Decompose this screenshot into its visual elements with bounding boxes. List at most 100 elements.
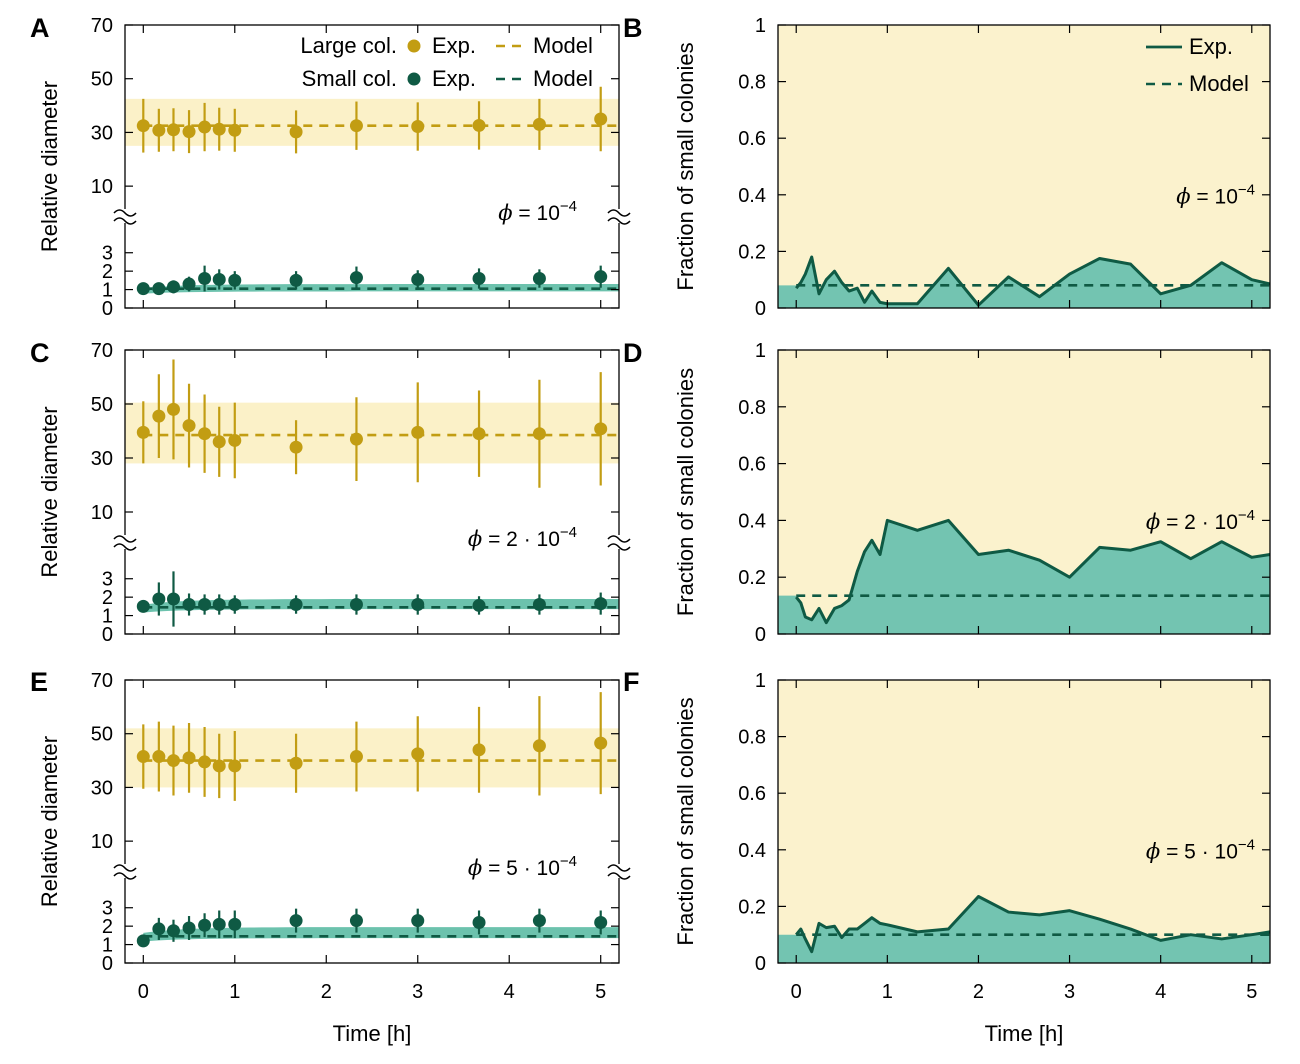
phi-exponent: −4 xyxy=(1238,836,1255,853)
y-axis-label: Relative diameter xyxy=(37,736,62,907)
small-point xyxy=(136,282,150,296)
y-tick-label: 30 xyxy=(91,777,113,799)
small-point xyxy=(594,915,608,929)
y-tick-label: 1 xyxy=(755,15,766,37)
y-tick-label: 2 xyxy=(102,587,113,609)
small-point xyxy=(532,598,546,612)
x-tick-label: 0 xyxy=(791,981,802,1003)
y-tick-label: 3 xyxy=(102,898,113,920)
small-point xyxy=(472,272,486,286)
phi-value: = 10 xyxy=(1191,185,1238,208)
y-tick-label: 2 xyxy=(102,261,113,283)
legend-series-label: Small col. xyxy=(302,66,397,91)
small-point xyxy=(472,598,486,612)
y-tick-label: 0.8 xyxy=(738,727,766,749)
axis-break-left-gap xyxy=(113,535,137,549)
large-point xyxy=(532,117,546,131)
plot-frame xyxy=(777,349,1271,635)
large-point xyxy=(166,123,180,137)
large-point xyxy=(198,427,212,441)
small-point xyxy=(198,272,212,286)
small-point xyxy=(411,598,425,612)
large-point xyxy=(532,427,546,441)
small-point xyxy=(289,914,303,928)
large-point xyxy=(349,119,363,133)
y-tick-label: 10 xyxy=(91,502,113,524)
large-point xyxy=(349,432,363,446)
large-point xyxy=(228,433,242,447)
small-point xyxy=(594,270,608,284)
small-point xyxy=(532,272,546,286)
large-fraction-background xyxy=(778,25,1270,308)
large-point xyxy=(166,402,180,416)
large-point xyxy=(411,747,425,761)
small-point xyxy=(182,598,196,612)
large-point xyxy=(166,754,180,768)
y-tick-label: 70 xyxy=(91,670,113,692)
phi-annotation: ϕ = 2 · 10−4 xyxy=(1146,507,1255,534)
legend: Exp. Model xyxy=(1146,34,1249,96)
large-point xyxy=(594,112,608,126)
large-point xyxy=(198,120,212,134)
small-point xyxy=(594,597,608,611)
small-point xyxy=(289,598,303,612)
large-point xyxy=(411,425,425,439)
panel-letter: B xyxy=(623,13,643,43)
small-model-band xyxy=(143,927,619,942)
large-point xyxy=(594,736,608,750)
large-point xyxy=(228,759,242,773)
small-point xyxy=(228,917,242,931)
y-tick-label: 0.4 xyxy=(738,185,766,207)
large-point xyxy=(411,120,425,134)
legend-series-label: Large col. xyxy=(300,33,397,58)
y-tick-label: 0.6 xyxy=(738,128,766,150)
plot-frame xyxy=(124,679,620,964)
phi-exponent: −4 xyxy=(1238,181,1255,198)
x-axis-label: Time [h] xyxy=(333,1021,412,1046)
small-point xyxy=(182,921,196,935)
y-tick-label: 0.4 xyxy=(738,840,766,862)
large-point xyxy=(152,123,166,137)
legend-model-label: Model xyxy=(1189,71,1249,96)
large-point xyxy=(182,751,196,765)
legend-exp-label: Exp. xyxy=(432,33,476,58)
y-tick-label: 0 xyxy=(755,953,766,975)
axis-break-right xyxy=(607,864,631,880)
y-tick-label: 0.4 xyxy=(738,510,766,532)
y-tick-label: 1 xyxy=(102,280,113,302)
legend-model-label: Model xyxy=(533,66,593,91)
large-point xyxy=(136,119,150,133)
plot-frame xyxy=(777,679,1271,964)
panel-letter: F xyxy=(623,667,640,697)
axis-break-left-gap xyxy=(113,209,137,223)
x-tick-label: 2 xyxy=(973,981,984,1003)
y-tick-label: 0.6 xyxy=(738,783,766,805)
small-point xyxy=(166,592,180,606)
axis-break-right xyxy=(607,209,631,225)
x-tick-label: 4 xyxy=(1155,981,1166,1003)
y-tick-label: 30 xyxy=(91,448,113,470)
panel-F: F 0 0.2 0.4 0.6 0.8 1 0 1 2 3 4 5 Fraction of small c… xyxy=(623,667,1271,1046)
large-point xyxy=(289,756,303,770)
y-tick-label: 2 xyxy=(102,916,113,938)
large-point xyxy=(152,750,166,764)
small-point xyxy=(411,272,425,286)
phi-annotation: ϕ = 5 · 10−4 xyxy=(468,853,577,880)
x-tick-label: 2 xyxy=(321,981,332,1003)
x-tick-label: 3 xyxy=(412,981,423,1003)
legend-exp-label: Exp. xyxy=(1189,34,1233,59)
small-point xyxy=(152,922,166,936)
small-point xyxy=(198,918,212,932)
phi-exponent: −4 xyxy=(1238,507,1255,524)
large-point xyxy=(212,122,226,136)
large-point xyxy=(472,743,486,757)
y-tick-label: 0 xyxy=(102,298,113,320)
small-point xyxy=(152,592,166,606)
y-tick-label: 50 xyxy=(91,69,113,91)
large-point xyxy=(289,125,303,139)
y-tick-label: 0.6 xyxy=(738,454,766,476)
small-model-band xyxy=(143,284,619,294)
small-point xyxy=(228,273,242,287)
